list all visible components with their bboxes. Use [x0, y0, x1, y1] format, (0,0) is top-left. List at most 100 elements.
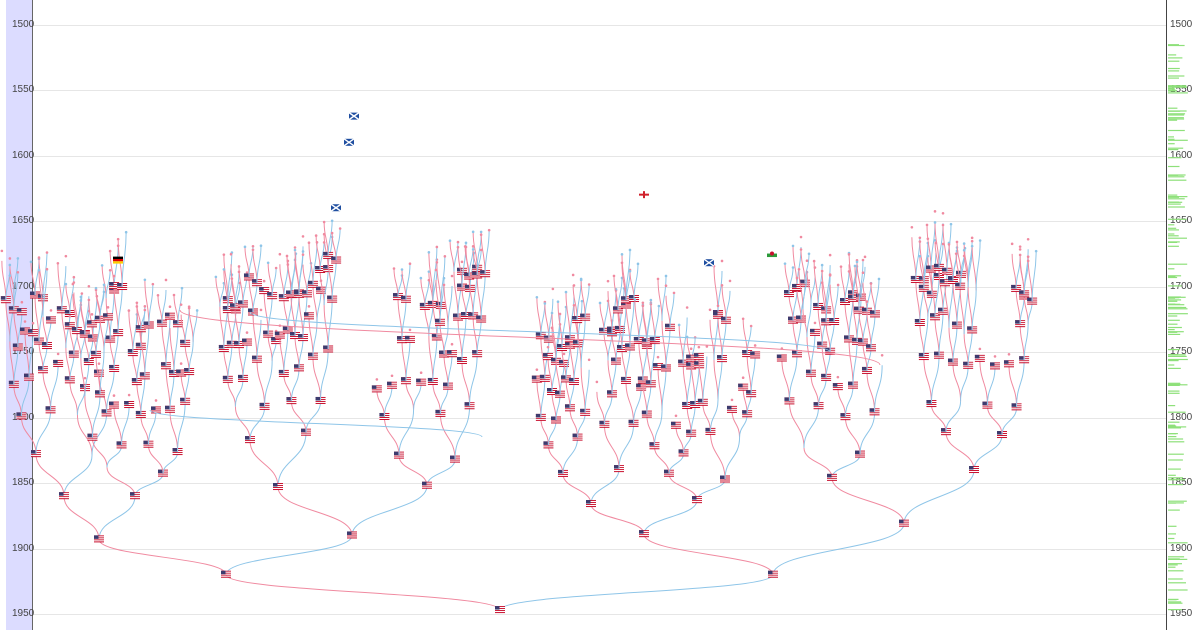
- us-flag-icon[interactable]: [130, 492, 140, 500]
- lineage-line-mother: [227, 379, 236, 407]
- us-flag-icon[interactable]: [103, 313, 114, 321]
- us-flag-icon[interactable]: [969, 466, 979, 474]
- scotland-flag-icon[interactable]: [703, 258, 715, 267]
- lineage-line-father: [91, 394, 101, 438]
- us-flag-icon[interactable]: [990, 362, 1001, 370]
- us-flag-icon[interactable]: [45, 316, 56, 324]
- lineage-line-mother: [540, 417, 549, 446]
- us-flag-icon[interactable]: [832, 383, 843, 391]
- us-flag-icon[interactable]: [109, 282, 120, 290]
- birth-density-mark: [1168, 44, 1179, 46]
- wales-flag-icon[interactable]: [767, 250, 777, 258]
- ancestor-endpoint: [656, 277, 660, 281]
- us-flag-icon[interactable]: [713, 311, 724, 319]
- us-flag-icon[interactable]: [259, 287, 270, 295]
- us-flag-icon[interactable]: [974, 354, 985, 362]
- ancestor-endpoint: [87, 298, 91, 302]
- lineage-line-father: [682, 317, 688, 364]
- us-flag-icon[interactable]: [387, 381, 398, 389]
- lineage-line-mother: [57, 263, 63, 311]
- us-flag-icon[interactable]: [670, 421, 681, 429]
- ancestor-endpoint: [705, 345, 709, 348]
- us-flag-icon[interactable]: [456, 267, 467, 275]
- lineage-line-father: [923, 316, 929, 358]
- ancestor-endpoint: [993, 355, 997, 358]
- us-flag-icon[interactable]: [636, 383, 647, 391]
- lineage-line-father: [465, 288, 471, 317]
- birth-density-mark: [1168, 107, 1178, 109]
- birth-density-mark: [1168, 218, 1187, 220]
- us-flag-icon[interactable]: [274, 331, 285, 339]
- us-flag-icon[interactable]: [315, 286, 326, 294]
- lineage-line-father: [555, 313, 561, 360]
- lineage-line-father: [806, 303, 812, 337]
- us-flag-icon[interactable]: [20, 327, 31, 335]
- us-flag-icon[interactable]: [693, 353, 704, 361]
- birth-density-mark: [1168, 165, 1180, 168]
- us-flag-icon[interactable]: [586, 500, 596, 508]
- us-flag-icon[interactable]: [176, 369, 187, 377]
- ancestor-endpoint: [720, 283, 724, 287]
- us-flag-icon[interactable]: [108, 401, 119, 409]
- us-flag-icon[interactable]: [93, 369, 104, 377]
- us-flag-icon[interactable]: [639, 530, 649, 538]
- ancestor-endpoint: [926, 254, 930, 258]
- us-flag-icon[interactable]: [347, 531, 357, 539]
- us-flag-icon[interactable]: [64, 322, 75, 330]
- england-flag-icon[interactable]: [639, 191, 649, 199]
- us-flag-icon[interactable]: [94, 535, 104, 543]
- scotland-flag-icon[interactable]: [348, 112, 360, 121]
- us-flag-icon[interactable]: [750, 351, 761, 359]
- us-flag-icon[interactable]: [87, 320, 98, 328]
- us-flag-icon[interactable]: [242, 338, 253, 346]
- scotland-flag-icon[interactable]: [343, 138, 355, 147]
- birth-density-mark: [1168, 477, 1183, 479]
- lineage-line-father: [234, 271, 240, 308]
- us-flag-icon[interactable]: [686, 354, 697, 362]
- us-flag-icon[interactable]: [447, 350, 458, 358]
- scotland-flag-icon[interactable]: [330, 203, 342, 212]
- us-flag-icon[interactable]: [899, 519, 909, 527]
- us-flag-icon[interactable]: [827, 473, 837, 481]
- us-flag-icon[interactable]: [151, 406, 162, 414]
- us-flag-icon[interactable]: [303, 312, 314, 320]
- us-flag-icon[interactable]: [28, 329, 39, 337]
- us-flag-icon[interactable]: [939, 279, 950, 287]
- lineage-line-father: [405, 263, 411, 300]
- us-flag-icon[interactable]: [495, 606, 505, 614]
- us-flag-icon[interactable]: [531, 375, 542, 383]
- germany-flag-icon[interactable]: [113, 256, 123, 264]
- lineage-line-father: [99, 351, 105, 395]
- gridline: [33, 286, 1166, 288]
- us-flag-icon[interactable]: [738, 383, 749, 391]
- us-flag-icon[interactable]: [53, 359, 64, 367]
- lineage-line-mother: [223, 348, 229, 380]
- us-flag-icon[interactable]: [653, 363, 664, 371]
- us-flag-icon[interactable]: [543, 353, 554, 361]
- us-flag-icon[interactable]: [371, 385, 382, 393]
- us-flag-icon[interactable]: [1003, 360, 1014, 368]
- us-flag-icon[interactable]: [124, 401, 135, 409]
- us-flag-icon[interactable]: [692, 496, 702, 504]
- us-flag-icon[interactable]: [221, 570, 231, 578]
- us-flag-icon[interactable]: [16, 308, 27, 316]
- us-flag-icon[interactable]: [776, 354, 787, 362]
- us-flag-icon[interactable]: [59, 492, 69, 500]
- us-flag-icon[interactable]: [726, 405, 737, 413]
- lineage-line-mother: [607, 360, 613, 395]
- birth-density-mark: [1168, 570, 1184, 572]
- lineage-line-mother: [188, 306, 194, 342]
- us-flag-icon[interactable]: [809, 328, 820, 336]
- us-flag-icon[interactable]: [768, 570, 778, 578]
- us-flag-icon[interactable]: [422, 481, 432, 489]
- us-flag-icon[interactable]: [404, 335, 415, 343]
- us-flag-icon[interactable]: [416, 378, 427, 386]
- lineage-line-father: [188, 341, 194, 373]
- lineage-line-mother: [405, 381, 415, 410]
- lineage-line-father: [923, 243, 929, 281]
- us-flag-icon[interactable]: [273, 483, 283, 491]
- us-flag-icon[interactable]: [792, 283, 803, 291]
- gridline: [33, 90, 1166, 92]
- lineage-line-mother: [742, 318, 748, 355]
- lineage-line-father: [432, 337, 438, 382]
